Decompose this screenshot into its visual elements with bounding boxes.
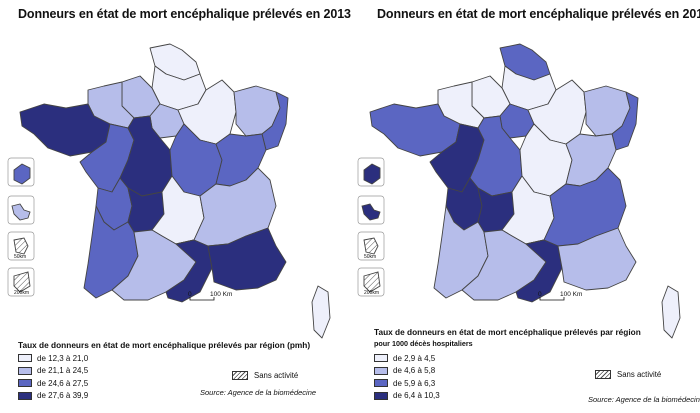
legend-item: de 2,9 à 4,5 xyxy=(374,352,440,365)
overseas-dom2 xyxy=(11,203,31,221)
source-note: Source: Agence de la biomédecine xyxy=(588,395,700,404)
legend-swatch xyxy=(18,354,32,363)
inset-scale-label: 200km xyxy=(364,290,379,296)
no-activity-legend: Sans activité xyxy=(232,371,298,380)
scale-distance-label: 100 Km xyxy=(210,291,232,298)
scale-distance-label: 100 Km xyxy=(560,291,582,298)
scale-bar xyxy=(539,297,565,301)
overseas-dom3 xyxy=(13,237,29,255)
legend-swatch xyxy=(374,366,388,375)
map-title: Donneurs en état de mort encéphalique pr… xyxy=(377,7,700,21)
legend-label: de 4,6 à 5,8 xyxy=(393,366,436,376)
legend-swatch xyxy=(18,379,32,388)
legend-label: de 5,9 à 6,3 xyxy=(393,378,436,388)
region-corse xyxy=(311,285,331,339)
overseas-dom2 xyxy=(361,203,381,221)
legend-item: de 24,6 à 27,5 xyxy=(18,377,88,390)
scale-zero-label: 0 xyxy=(538,291,542,298)
no-activity-label: Sans activité xyxy=(617,370,662,379)
overseas-dom4 xyxy=(13,271,31,293)
map-title: Donneurs en état de mort encéphalique pr… xyxy=(18,7,351,21)
legend-item: de 27,6 à 39,9 xyxy=(18,390,88,403)
legend: de 2,9 à 4,5 de 4,6 à 5,8 de 5,9 à 6,3 d… xyxy=(374,352,440,402)
region-languedoc xyxy=(515,239,563,303)
legend-label: de 12,3 à 21,0 xyxy=(37,353,89,363)
legend-item: de 5,9 à 6,3 xyxy=(374,377,440,390)
legend-swatch xyxy=(374,354,388,363)
hatch-swatch xyxy=(232,371,248,380)
france-map: 50km 200km 0 100 Km xyxy=(7,43,331,339)
legend-label: de 6,4 à 10,3 xyxy=(393,391,440,401)
overseas-dom1 xyxy=(363,163,381,185)
region-languedoc xyxy=(165,239,213,303)
overseas-dom4 xyxy=(363,271,381,293)
overseas-dom3 xyxy=(363,237,379,255)
legend-item: de 4,6 à 5,8 xyxy=(374,365,440,378)
hatch-swatch xyxy=(595,370,611,379)
no-activity-legend: Sans activité xyxy=(595,370,661,379)
no-activity-label: Sans activité xyxy=(254,371,299,380)
source-note: Source: Agence de la biomédecine xyxy=(200,388,317,397)
inset-scale-label: 200km xyxy=(14,290,29,296)
legend-subtitle: pour 1000 décès hospitaliers xyxy=(374,339,473,348)
legend-item: de 12,3 à 21,0 xyxy=(18,352,88,365)
map-panel-right: Donneurs en état de mort encéphalique pr… xyxy=(350,0,700,413)
region-paca xyxy=(207,227,287,291)
map-panel-left: Donneurs en état de mort encéphalique pr… xyxy=(7,7,351,402)
region-paca xyxy=(557,227,637,291)
legend-label: de 2,9 à 4,5 xyxy=(393,353,436,363)
legend-item: de 6,4 à 10,3 xyxy=(374,390,440,403)
scale-bar xyxy=(189,297,215,301)
legend-label: de 27,6 à 39,9 xyxy=(37,391,89,401)
scale-zero-label: 0 xyxy=(188,291,192,298)
legend-label: de 24,6 à 27,5 xyxy=(37,378,89,388)
legend: de 12,3 à 21,0 de 21,1 à 24,5 de 24,6 à … xyxy=(18,352,88,402)
france-map: 50km 200km 0 100 Km xyxy=(357,43,681,339)
legend-item: de 21,1 à 24,5 xyxy=(18,365,88,378)
legend-title: Taux de donneurs en état de mort encépha… xyxy=(374,327,641,337)
legend-title: Taux de donneurs en état de mort encépha… xyxy=(18,340,311,350)
legend-swatch xyxy=(374,391,388,400)
overseas-dom1 xyxy=(13,163,31,185)
inset-scale-label: 50km xyxy=(14,254,26,260)
legend-swatch xyxy=(18,391,32,400)
legend-swatch xyxy=(374,379,388,388)
region-corse xyxy=(661,285,681,339)
legend-swatch xyxy=(18,366,32,375)
inset-scale-label: 50km xyxy=(364,254,376,260)
legend-label: de 21,1 à 24,5 xyxy=(37,366,89,376)
